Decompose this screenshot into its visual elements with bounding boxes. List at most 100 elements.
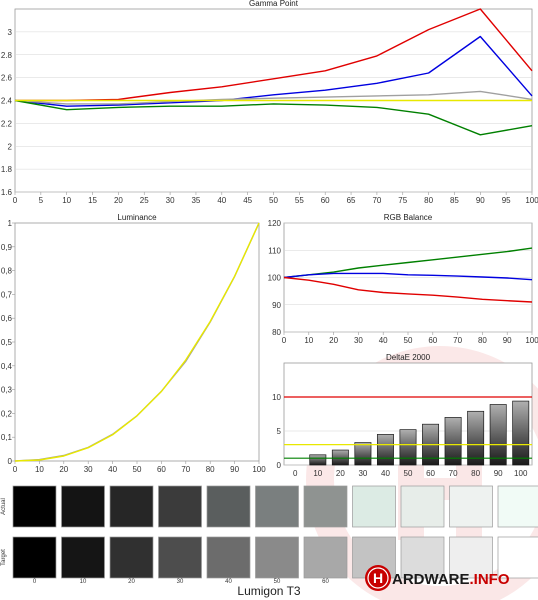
deltae-xtick-label: 50 — [404, 469, 413, 478]
target-swatch — [497, 536, 538, 579]
rgb-xtick-label: 90 — [503, 336, 512, 345]
luminance-plot-area — [14, 222, 260, 462]
deltae-xtick-label: 60 — [426, 469, 435, 478]
gamma-xtick-label: 40 — [217, 196, 226, 205]
gamma-xtick-label: 95 — [502, 196, 511, 205]
gamma-xtick-label: 10 — [62, 196, 71, 205]
swatch-level-label: 30 — [177, 579, 184, 585]
deltae-bar — [376, 434, 394, 466]
luminance-xtick-label: 70 — [181, 465, 190, 474]
gamma-ytick-label: 2.2 — [1, 119, 13, 128]
swatch-level-label: 60 — [322, 579, 329, 585]
luminance-ytick-label: 0,4 — [1, 362, 13, 371]
target-swatch — [109, 536, 154, 579]
rgb-xtick-label: 60 — [428, 336, 437, 345]
gamma-xtick-label: 70 — [372, 196, 381, 205]
luminance-xtick-label: 60 — [157, 465, 166, 474]
gamma-xtick-label: 30 — [166, 196, 175, 205]
gamma-series-line-1 — [14, 35, 533, 107]
luminance-series-line-1 — [14, 222, 260, 462]
swatch-level-label: 50 — [274, 579, 281, 585]
gamma-xtick-label: 75 — [398, 196, 407, 205]
grayscale-swatches: Actual Target 0 10 20 30 40 50 60 — [1, 485, 538, 585]
deltae-bar — [512, 400, 530, 466]
gamma-title: Gamma Point — [249, 0, 299, 8]
luminance-xtick-label: 100 — [252, 465, 266, 474]
hardware-info-logo: H ARDWARE.INFO — [365, 565, 510, 591]
gamma-xtick-label: 50 — [269, 196, 278, 205]
deltae-ytick-label: 5 — [277, 427, 282, 436]
gamma-series-line-3 — [14, 99, 533, 136]
deltae-xtick-label: 30 — [358, 469, 367, 478]
luminance-xtick-label: 90 — [230, 465, 239, 474]
logo-ring — [367, 567, 389, 589]
actual-swatch — [61, 485, 105, 528]
deltae-xtick-label: 20 — [336, 469, 345, 478]
target-swatch — [255, 536, 299, 579]
rgb-xtick-label: 40 — [379, 336, 388, 345]
gamma-xtick-label: 35 — [191, 196, 200, 205]
deltae-bar — [467, 410, 485, 466]
target-swatch — [400, 536, 445, 579]
luminance-ytick-label: 1 — [8, 219, 13, 228]
deltae-xtick-label: 100 — [514, 469, 528, 478]
gamma-xtick-label: 20 — [114, 196, 123, 205]
rgb-xtick-label: 20 — [329, 336, 338, 345]
luminance-ytick-label: 0,2 — [1, 409, 13, 418]
deltae-xtick-label: 70 — [449, 469, 458, 478]
luminance-ytick-label: 0,3 — [1, 386, 13, 395]
deltae-xtick-label: 80 — [471, 469, 480, 478]
actual-swatch — [206, 485, 251, 528]
target-swatch — [158, 536, 202, 579]
luminance-ytick-label: 0,8 — [1, 267, 13, 276]
gamma-xtick-label: 15 — [88, 196, 97, 205]
gamma-xtick-label: 5 — [39, 196, 44, 205]
deltae-bar — [354, 442, 372, 466]
actual-swatch — [158, 485, 202, 528]
deltae-xtick-label: 90 — [494, 469, 503, 478]
swatch-level-label: 0 — [33, 579, 37, 585]
logo-h-letter: H — [373, 570, 383, 586]
gamma-ytick-label: 1.8 — [1, 165, 13, 174]
luminance-title: Luminance — [117, 213, 157, 222]
gamma-xtick-label: 100 — [525, 196, 538, 205]
deltae-bar — [489, 404, 507, 466]
target-swatch — [303, 536, 348, 579]
actual-swatch — [449, 485, 493, 528]
gamma-series-line-2 — [14, 90, 533, 105]
rgb-xtick-label: 70 — [453, 336, 462, 345]
rgb-ytick-label: 80 — [272, 328, 281, 337]
gamma-ytick-label: 2.8 — [1, 51, 13, 60]
luminance-xtick-label: 50 — [133, 465, 142, 474]
gamma-ytick-label: 3 — [8, 28, 13, 37]
deltae-xtick-label: 10 — [313, 469, 322, 478]
luminance-xtick-label: 20 — [59, 465, 68, 474]
logo-circle — [365, 565, 391, 591]
deltae-bar — [331, 449, 349, 466]
rgb-ytick-label: 90 — [272, 301, 281, 310]
actual-swatch — [303, 485, 348, 528]
target-swatch — [12, 536, 57, 579]
actual-swatch — [497, 485, 538, 528]
luminance-xtick-label: 30 — [84, 465, 93, 474]
rgb-series-line-2 — [283, 276, 533, 303]
gamma-xtick-label: 90 — [476, 196, 485, 205]
rgb-series-line-0 — [283, 247, 533, 279]
actual-swatch — [400, 485, 445, 528]
logo-word-suffix: .INFO — [470, 571, 510, 588]
rgb-ytick-label: 120 — [268, 219, 282, 228]
gamma-xtick-label: 0 — [13, 196, 18, 205]
target-swatch — [449, 536, 493, 579]
target-swatch — [61, 536, 105, 579]
actual-swatch — [255, 485, 299, 528]
rgb-balance-chart: RGB Balance 80 90 100 110 120 0 10 20 30 40 50 60 70 8… — [268, 213, 538, 345]
luminance-ytick-label: 0,5 — [1, 338, 13, 347]
logo-word: ARDWARE.INFO — [392, 571, 510, 588]
gamma-ytick-label: 2.6 — [1, 74, 13, 83]
deltae-xtick-label: 40 — [381, 469, 390, 478]
rgb-xtick-label: 80 — [478, 336, 487, 345]
gamma-xtick-label: 60 — [321, 196, 330, 205]
